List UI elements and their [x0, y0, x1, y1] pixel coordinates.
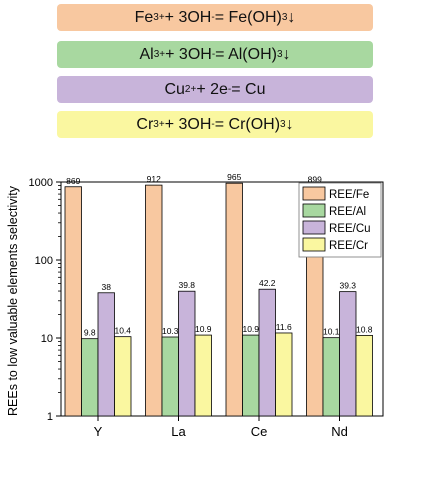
legend-label: REE/Fe	[329, 189, 369, 201]
bar-ree-fe-ce	[225, 182, 243, 417]
equation-ion: Cu	[164, 80, 185, 98]
equation-subscript: 3	[281, 12, 288, 23]
bar-value-label: 869	[66, 176, 80, 186]
x-tick-label: Ce	[251, 424, 268, 439]
equation-chromium-hydroxide: Cr 3+ + 3OH - = Cr(OH) 3 ↓	[57, 111, 373, 138]
equation-product: = Fe(OH)	[214, 8, 282, 26]
bar-ree-al-la	[161, 336, 179, 417]
y-tick-label: 10	[41, 333, 53, 345]
bar-ree-cu-nd	[339, 291, 357, 417]
equation-copper-reduction: Cu 2+ + 2e - = Cu	[57, 76, 373, 103]
precipitate-arrow-icon: ↓	[287, 8, 296, 26]
equation-negative-sign: -	[211, 12, 215, 23]
y-tick-label: 100	[35, 255, 53, 267]
x-tick-label: Y	[94, 424, 103, 439]
bar-value-label: 10.4	[114, 326, 131, 336]
bar-value-label: 39.8	[178, 280, 195, 290]
bar-ree-cu-y	[97, 292, 115, 417]
bar-ree-cr-la	[194, 334, 212, 417]
equation-product: = Al(OH)	[215, 45, 277, 63]
y-tick-label: 1	[47, 411, 53, 423]
bar-value-label: 965	[227, 172, 241, 182]
precipitate-arrow-icon: ↓	[285, 115, 294, 133]
equation-ion: Fe	[134, 8, 154, 26]
bar-value-label: 39.3	[339, 281, 356, 291]
bar-ree-cr-nd	[355, 334, 373, 417]
legend-swatch	[302, 186, 326, 201]
bar-ree-fe-y	[64, 186, 82, 417]
equation-charge: 2+	[184, 84, 197, 95]
equation-product: = Cu	[231, 80, 266, 98]
equation-negative-sign: -	[211, 119, 215, 130]
equation-aluminium-hydroxide: Al 3+ + 3OH - = Al(OH) 3 ↓	[57, 41, 373, 68]
bar-value-label: 10.9	[242, 324, 259, 334]
equation-product: = Cr(OH)	[214, 115, 281, 133]
bar-value-label: 38	[102, 282, 112, 292]
bar-ree-al-ce	[242, 334, 260, 417]
equation-subscript: 3	[280, 119, 286, 130]
equation-reactant: + 2e	[196, 80, 228, 98]
bar-value-label: 9.8	[84, 328, 96, 338]
bar-ree-cu-ce	[258, 288, 276, 417]
y-axis-label: REEs to low valuable elements selectivit…	[6, 185, 20, 416]
bar-ree-cu-la	[178, 290, 196, 417]
legend-swatch	[302, 237, 326, 252]
legend-label: REE/Al	[329, 206, 366, 218]
bar-value-label: 10.3	[162, 326, 179, 336]
bar-value-label: 899	[308, 175, 322, 185]
bar-ree-fe-la	[145, 184, 163, 417]
y-tick-label: 1000	[29, 177, 53, 189]
bar-value-label: 10.1	[323, 327, 340, 337]
equation-reactant: + 3OH	[164, 115, 212, 133]
legend-label: REE/Cr	[329, 240, 368, 252]
bar-value-label: 10.9	[195, 324, 212, 334]
bar-value-label: 42.2	[259, 278, 276, 288]
equation-negative-sign: -	[227, 84, 232, 95]
bar-ree-al-nd	[322, 337, 340, 417]
equation-subscript: 3	[276, 49, 283, 60]
equation-reactant: + 3OH	[164, 8, 212, 26]
bar-value-label: 11.6	[276, 322, 292, 332]
bar-value-label: 912	[147, 174, 161, 184]
selectivity-bar-chart: 1 10 100 1000 REEs to low valuable elements …	[6, 172, 384, 439]
legend-label: REE/Cu	[329, 223, 371, 235]
legend-swatch	[302, 220, 326, 235]
plot-frame	[60, 181, 384, 417]
bar-ree-al-y	[81, 338, 99, 417]
bar-ree-cr-ce	[275, 332, 293, 417]
x-tick-label: Nd	[331, 424, 348, 439]
equation-charge: 3+	[153, 49, 166, 60]
bar-ree-cr-y	[114, 336, 132, 417]
bar-value-label: 10.8	[356, 324, 373, 334]
equation-charge: 3+	[153, 119, 165, 130]
precipitate-arrow-icon: ↓	[282, 45, 291, 63]
equation-ion: Cr	[136, 115, 154, 133]
equation-iron-hydroxide: Fe 3+ + 3OH - = Fe(OH) 3 ↓	[57, 4, 373, 31]
equation-negative-sign: -	[211, 49, 216, 60]
x-tick-label: La	[171, 424, 186, 439]
equation-ion: Al	[139, 45, 154, 63]
legend-swatch	[302, 203, 326, 218]
equation-charge: 3+	[153, 12, 165, 23]
equation-reactant: + 3OH	[165, 45, 212, 63]
